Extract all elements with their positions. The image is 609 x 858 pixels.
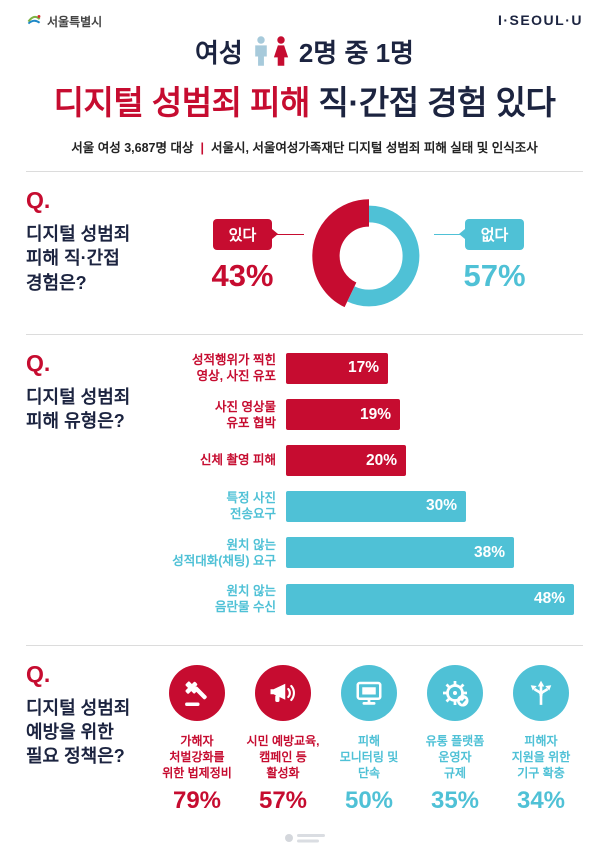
policy-label: 유통 플랫폼 운영자 규제: [425, 733, 485, 780]
no-group: 없다 57%: [458, 218, 526, 294]
q3-block: Q. 디지털 성범죄 예방을 위한 필요 정책은?: [26, 661, 154, 815]
no-connector-line: [433, 233, 464, 235]
bar-category-label: 신체 촬영 피해: [200, 453, 276, 468]
donut-chart: [311, 199, 426, 313]
q3-question: 디지털 성범죄 예방을 위한 필요 정책은?: [26, 697, 131, 767]
bar-value: 20%: [286, 445, 406, 476]
policy-label: 피해자 지원을 위한 기구 확충: [511, 733, 571, 780]
megaphone-icon: [255, 664, 311, 721]
gear-icon: [427, 664, 483, 721]
seoul-city-logo: 서울특별시: [26, 12, 102, 31]
yes-badge: 있다: [212, 218, 278, 250]
policy-label: 피해 모니터링 및 단속: [339, 733, 399, 780]
page-title: 디지털 성범죄 피해 직·간접 경험 있다: [0, 76, 609, 124]
bar-chart: 성적행위가 찍힌 영상, 사진 유포 17% 사진 영상물 유포 협박 19% 신체 촬…: [154, 350, 583, 630]
bar-row: 사진 영상물 유포 협박 19%: [154, 399, 583, 432]
title-red-part: 디지털 성범죄 피해: [53, 84, 311, 121]
divider: [26, 644, 583, 646]
q1-question: 디지털 성범죄 피해 직·간접 경험은?: [26, 224, 131, 293]
iseoulu-logo: I·SEOUL·U: [497, 12, 583, 28]
bar-value: 19%: [286, 399, 400, 431]
arrows-icon: [513, 664, 569, 721]
bar-category-label: 원치 않는 음란물 수신: [215, 584, 276, 615]
policy-label: 시민 예방교육, 캠페인 등 활성화: [246, 733, 320, 780]
title-dark-part: 직·간접 경험 있다: [309, 84, 556, 121]
policy-item: 피해 모니터링 및 단속 50%: [326, 664, 412, 815]
q2-block: Q. 디지털 성범죄 피해 유형은?: [26, 350, 154, 630]
bar-row: 원치 않는 음란물 수신 48%: [154, 583, 583, 616]
divider: [26, 334, 583, 335]
bar-row: 특정 사진 전송요구 30%: [154, 490, 583, 523]
bar-category-label: 사진 영상물 유포 협박: [215, 399, 276, 430]
q1-mark: Q.: [26, 187, 51, 213]
bar-row: 성적행위가 찍힌 영상, 사진 유포 17%: [154, 352, 583, 385]
bar-row: 신체 촬영 피해 20%: [154, 445, 583, 476]
seoul-logo-icon: [26, 12, 42, 31]
policy-item: 가해자 처벌강화를 위한 법제정비 79%: [154, 664, 240, 815]
person-male-icon: [255, 35, 267, 66]
policy-item: 시민 예방교육, 캠페인 등 활성화 57%: [240, 664, 326, 815]
gavel-icon: [169, 664, 225, 721]
divider: [26, 171, 583, 172]
city-logo-text: 서울특별시: [47, 15, 103, 29]
person-female-icon: [273, 35, 288, 66]
no-value: 57%: [463, 257, 526, 293]
policy-label: 가해자 처벌강화를 위한 법제정비: [162, 733, 232, 780]
q1-block: Q. 디지털 성범죄 피해 직·간접 경험은?: [26, 187, 154, 319]
policy-item: 유통 플랫폼 운영자 규제 35%: [412, 664, 498, 815]
header: 서울특별시 I·SEOUL·U: [0, 0, 609, 31]
yes-value: 43%: [211, 257, 274, 293]
bar-category-label: 특정 사진 전송요구: [226, 491, 276, 522]
bar-row: 원치 않는 성적대화(채팅) 요구 38%: [154, 537, 583, 570]
section-q3: Q. 디지털 성범죄 예방을 위한 필요 정책은? 가해자 처벌강화를 위한 법…: [0, 661, 609, 815]
bar-category-label: 성적행위가 찍힌 영상, 사진 유포: [192, 353, 276, 384]
q2-question: 디지털 성범죄 피해 유형은?: [26, 387, 131, 432]
policy-chart: 가해자 처벌강화를 위한 법제정비 79% 시민 예방교육, 캠페인 등 활성화 57…: [154, 661, 584, 815]
policy-value: 79%: [172, 786, 222, 814]
section-q2: Q. 디지털 성범죄 피해 유형은? 성적행위가 찍힌 영상, 사진 유포 17%…: [0, 350, 609, 630]
person-icons: [252, 35, 290, 68]
sample-size: 서울 여성 3,687명 대상: [71, 141, 194, 155]
bar-value: 48%: [286, 583, 574, 615]
footer-logo: [283, 831, 327, 850]
donut-area: 있다 43% 없다 57%: [154, 193, 583, 319]
bar-value: 17%: [286, 352, 388, 384]
headline-lead: 여성 2명 중 1명: [0, 33, 609, 70]
lead-right-text: 2명 중 1명: [298, 38, 414, 68]
yes-group: 있다 43%: [211, 218, 278, 294]
bar-category-label: 원치 않는 성적대화(채팅) 요구: [172, 537, 276, 568]
monitor-icon: [341, 664, 397, 721]
source-separator: |: [200, 141, 204, 155]
section-q1: Q. 디지털 성범죄 피해 직·간접 경험은? 있다 43% 없다 57%: [0, 187, 609, 319]
q2-mark: Q.: [26, 350, 51, 376]
lead-left-text: 여성: [195, 38, 243, 68]
source-org: 서울시, 서울여성가족재단 디지털 성범죄 피해 실태 및 인식조사: [210, 141, 538, 155]
yes-connector-line: [273, 233, 304, 235]
bar-value: 30%: [286, 490, 466, 522]
survey-source: 서울 여성 3,687명 대상 | 서울시, 서울여성가족재단 디지털 성범죄 피해…: [0, 137, 609, 156]
no-badge: 없다: [458, 218, 525, 250]
bar-value: 38%: [286, 537, 514, 569]
policy-value: 34%: [516, 786, 566, 814]
q3-mark: Q.: [26, 660, 51, 687]
policy-value: 57%: [258, 786, 308, 814]
policy-value: 50%: [344, 786, 394, 814]
policy-value: 35%: [430, 786, 480, 814]
policy-item: 피해자 지원을 위한 기구 확충 34%: [498, 664, 584, 815]
